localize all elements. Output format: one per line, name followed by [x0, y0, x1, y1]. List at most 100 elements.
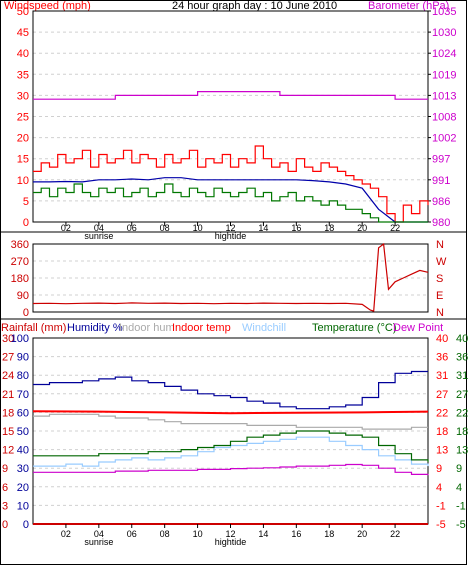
- panel3-humidity-tick: 20: [17, 482, 29, 494]
- panel3-marker-hightide: hightide: [215, 537, 247, 547]
- panel3-temp-tick: -5: [436, 519, 446, 531]
- panel1-left-tick: 10: [17, 175, 29, 187]
- panel3-humidity-tick: 90: [17, 352, 29, 364]
- panel3-humidity-tick: 80: [17, 370, 29, 382]
- legend-item-0: Rainfall (mm): [1, 322, 66, 334]
- panel3-temp-tick: 22: [436, 407, 448, 419]
- panel3-rain-tick: 15: [2, 426, 14, 438]
- panel1-x-tick: 20: [357, 223, 367, 233]
- panel3-temp2-tick: 4: [456, 482, 462, 494]
- panel3-temp2-tick: 40: [456, 333, 468, 345]
- panel1-x-tick: 10: [193, 223, 203, 233]
- panel1-left-tick: 5: [23, 196, 29, 208]
- panel2-right-tick: N: [436, 239, 444, 251]
- panel1-x-tick: 16: [291, 223, 301, 233]
- panel1-right-tick: 1030: [432, 27, 456, 39]
- panel1-right-tick: 1035: [432, 6, 456, 18]
- panel1-right-tick: 1024: [432, 48, 456, 60]
- panel1-right-tick: 1019: [432, 69, 456, 81]
- panel1-left-axis-label: Windspeed (mph): [4, 0, 91, 12]
- panel3-temp-tick: 13: [436, 445, 448, 457]
- panel3-rain-tick: 3: [2, 500, 8, 512]
- panel3-marker-sunrise: sunrise: [84, 537, 113, 547]
- panel1-x-tick: 14: [258, 223, 268, 233]
- legend-item-2: Indoor hum: [119, 322, 175, 334]
- panel3-x-tick: 16: [291, 529, 301, 539]
- panel3-temp-tick: 31: [436, 370, 448, 382]
- panel1-left-tick: 40: [17, 48, 29, 60]
- panel1-right-tick: 986: [432, 196, 450, 208]
- panel3-x-tick: 14: [258, 529, 268, 539]
- panel1-left-tick: 15: [17, 154, 29, 166]
- chart-title: 24 hour graph day : 10 June 2010: [172, 0, 337, 12]
- panel2-left-tick: 360: [11, 239, 29, 251]
- panel3-temp2-tick: -1: [456, 500, 466, 512]
- panel3-temp-tick: 18: [436, 426, 448, 438]
- panel3-x-tick: 18: [324, 529, 334, 539]
- panel1-right-tick: 1013: [432, 90, 456, 102]
- panel1-marker-sunrise: sunrise: [84, 231, 113, 241]
- panel3-temp2-tick: 9: [456, 463, 462, 475]
- panel3-rain-tick: 12: [2, 445, 14, 457]
- panel1-left-tick: 30: [17, 90, 29, 102]
- panel1-x-tick: 08: [160, 223, 170, 233]
- panel1-right-tick: 991: [432, 175, 450, 187]
- panel2-right-tick: E: [436, 290, 443, 302]
- panel2-left-tick: 0: [23, 307, 29, 319]
- panel2-left-tick: 180: [11, 273, 29, 285]
- panel3-rain-tick: 27: [2, 352, 14, 364]
- panel3-humidity-tick: 60: [17, 407, 29, 419]
- panel1-right-tick: 997: [432, 154, 450, 166]
- panel2-left-tick: 270: [11, 256, 29, 268]
- legend-item-1: Humidity %: [67, 322, 123, 334]
- panel1-x-tick: 04: [94, 223, 104, 233]
- panel3-temp2-tick: 36: [456, 352, 468, 364]
- panel3-humidity-tick: 30: [17, 463, 29, 475]
- legend-item-4: Windchill: [242, 322, 286, 334]
- legend-item-5: Temperature (°C): [312, 322, 396, 334]
- panel3-x-tick: 22: [390, 529, 400, 539]
- panel1-x-tick: 18: [324, 223, 334, 233]
- panel3-humidity-tick: 50: [17, 426, 29, 438]
- panel3-temp2-tick: -5: [456, 519, 466, 531]
- panel3-rain-tick: 6: [2, 482, 8, 494]
- panel1-left-tick: 50: [17, 6, 29, 18]
- panel1-left-tick: 35: [17, 69, 29, 81]
- panel3-rain-tick: 24: [2, 370, 14, 382]
- panel1-left-tick: 25: [17, 112, 29, 124]
- panel1-frame: [32, 10, 429, 223]
- panel3-temp2-tick: 18: [456, 426, 468, 438]
- panel1-x-tick: 12: [225, 223, 235, 233]
- legend-item-6: Dew Point: [393, 322, 443, 334]
- panel3-temp-tick: -1: [436, 500, 446, 512]
- panel1-series-average: [33, 177, 428, 223]
- panel3-temp2-tick: 31: [456, 370, 468, 382]
- panel3-x-tick: 06: [127, 529, 137, 539]
- panel3-series-indoor_temp: [32, 410, 429, 415]
- panel3-temp2-tick: 27: [456, 389, 468, 401]
- panel3-temp-tick: 36: [436, 352, 448, 364]
- panel1-right-tick: 1008: [432, 112, 456, 124]
- panel1-marker-hightide: hightide: [215, 231, 247, 241]
- panel3-rain-tick: 21: [2, 389, 14, 401]
- panel3-series-indoor_hum: [33, 413, 428, 430]
- panel3-series-temperature: [33, 430, 429, 462]
- panel3-x-tick: 02: [61, 529, 71, 539]
- panel3-frame: [32, 337, 429, 525]
- panel3-rain-tick: 0: [2, 519, 8, 531]
- panel1-right-axis-label: Barometer (hPa): [368, 0, 449, 12]
- panel1-series-gust: [33, 145, 429, 223]
- panel1-x-tick: 22: [390, 223, 400, 233]
- panel3-temp2-tick: 13: [456, 445, 468, 457]
- panel3-x-tick: 20: [357, 529, 367, 539]
- panel3-temp-tick: 9: [436, 463, 442, 475]
- panel2-frame: [32, 243, 429, 313]
- panel2-left-tick: 90: [17, 290, 29, 302]
- panel3-humidity-tick: 40: [17, 445, 29, 457]
- panel1-right-tick: 1002: [432, 133, 456, 145]
- panel3-humidity-tick: 10: [17, 500, 29, 512]
- panel3-series-dewpoint: [33, 463, 429, 476]
- panel1-x-tick: 02: [61, 223, 71, 233]
